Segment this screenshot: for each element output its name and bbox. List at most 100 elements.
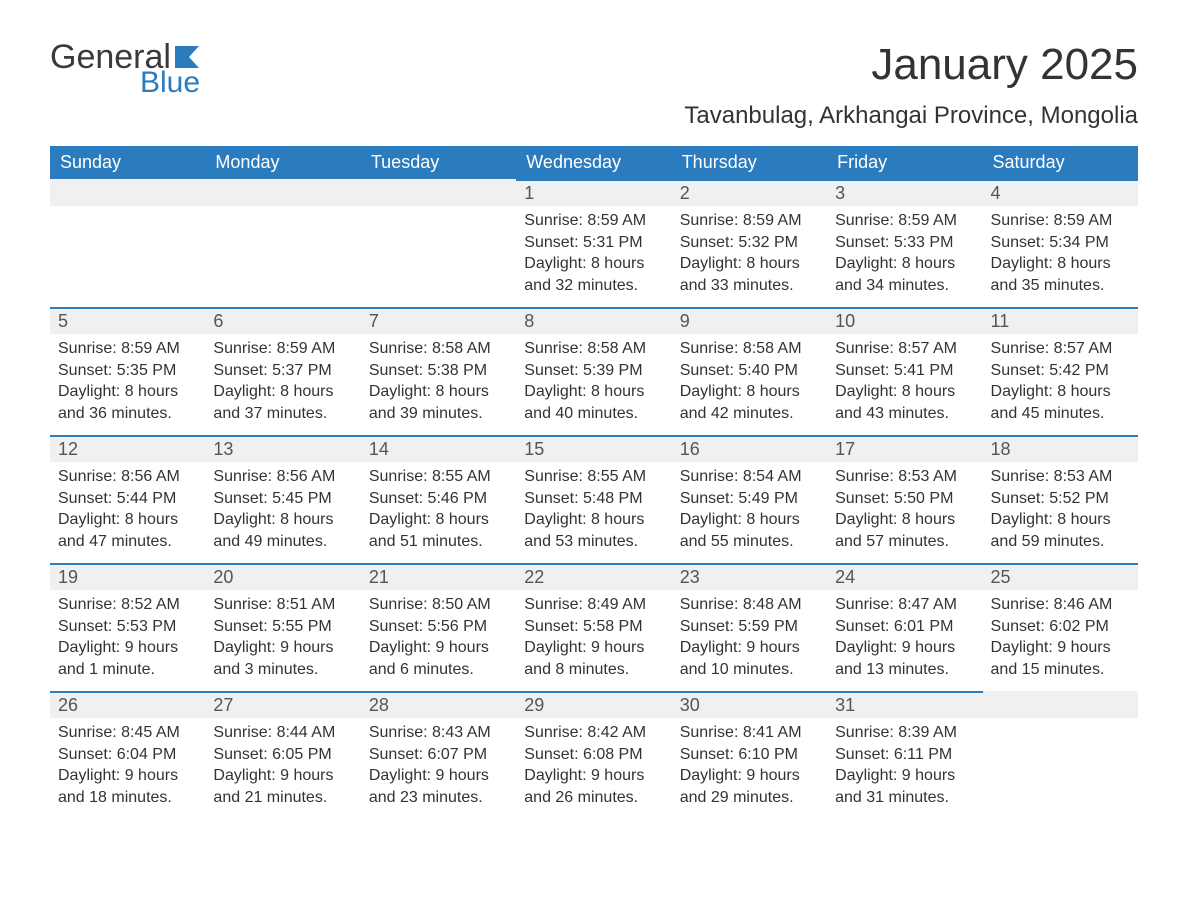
calendar-cell (50, 179, 205, 307)
calendar-cell: 20Sunrise: 8:51 AMSunset: 5:55 PMDayligh… (205, 563, 360, 691)
daylight-line: Daylight: 8 hours and 37 minutes. (213, 381, 352, 424)
sunset-line: Sunset: 5:48 PM (524, 488, 663, 510)
day-details: Sunrise: 8:48 AMSunset: 5:59 PMDaylight:… (672, 590, 827, 688)
sunset-line: Sunset: 5:58 PM (524, 616, 663, 638)
day-number: 13 (205, 435, 360, 462)
day-details: Sunrise: 8:49 AMSunset: 5:58 PMDaylight:… (516, 590, 671, 688)
day-details: Sunrise: 8:57 AMSunset: 5:41 PMDaylight:… (827, 334, 982, 432)
sunrise-line: Sunrise: 8:53 AM (991, 466, 1130, 488)
day-details: Sunrise: 8:55 AMSunset: 5:48 PMDaylight:… (516, 462, 671, 560)
daylight-line: Daylight: 9 hours and 8 minutes. (524, 637, 663, 680)
sunrise-line: Sunrise: 8:59 AM (991, 210, 1130, 232)
day-number: 26 (50, 691, 205, 718)
day-number: 14 (361, 435, 516, 462)
daylight-line: Daylight: 8 hours and 36 minutes. (58, 381, 197, 424)
day-number: 21 (361, 563, 516, 590)
sunset-line: Sunset: 6:11 PM (835, 744, 974, 766)
day-number: 10 (827, 307, 982, 334)
daylight-line: Daylight: 8 hours and 59 minutes. (991, 509, 1130, 552)
day-header: Sunday (50, 146, 205, 179)
calendar-cell (983, 691, 1138, 819)
sunrise-line: Sunrise: 8:57 AM (991, 338, 1130, 360)
daylight-line: Daylight: 9 hours and 15 minutes. (991, 637, 1130, 680)
calendar-cell: 1Sunrise: 8:59 AMSunset: 5:31 PMDaylight… (516, 179, 671, 307)
day-details: Sunrise: 8:56 AMSunset: 5:44 PMDaylight:… (50, 462, 205, 560)
daylight-line: Daylight: 8 hours and 43 minutes. (835, 381, 974, 424)
sunrise-line: Sunrise: 8:59 AM (524, 210, 663, 232)
day-number: 11 (983, 307, 1138, 334)
day-details: Sunrise: 8:59 AMSunset: 5:37 PMDaylight:… (205, 334, 360, 432)
day-number-empty (983, 691, 1138, 718)
calendar-cell: 17Sunrise: 8:53 AMSunset: 5:50 PMDayligh… (827, 435, 982, 563)
day-number: 18 (983, 435, 1138, 462)
day-number: 23 (672, 563, 827, 590)
day-number: 1 (516, 179, 671, 206)
calendar-cell: 23Sunrise: 8:48 AMSunset: 5:59 PMDayligh… (672, 563, 827, 691)
calendar-cell: 24Sunrise: 8:47 AMSunset: 6:01 PMDayligh… (827, 563, 982, 691)
sunset-line: Sunset: 5:31 PM (524, 232, 663, 254)
calendar-cell: 5Sunrise: 8:59 AMSunset: 5:35 PMDaylight… (50, 307, 205, 435)
calendar-cell: 21Sunrise: 8:50 AMSunset: 5:56 PMDayligh… (361, 563, 516, 691)
calendar-cell: 19Sunrise: 8:52 AMSunset: 5:53 PMDayligh… (50, 563, 205, 691)
calendar-week-row: 12Sunrise: 8:56 AMSunset: 5:44 PMDayligh… (50, 435, 1138, 563)
logo-word-blue: Blue (140, 68, 209, 98)
sunset-line: Sunset: 6:01 PM (835, 616, 974, 638)
day-details: Sunrise: 8:54 AMSunset: 5:49 PMDaylight:… (672, 462, 827, 560)
sunrise-line: Sunrise: 8:46 AM (991, 594, 1130, 616)
sunrise-line: Sunrise: 8:49 AM (524, 594, 663, 616)
day-number: 9 (672, 307, 827, 334)
day-number: 7 (361, 307, 516, 334)
calendar-cell: 10Sunrise: 8:57 AMSunset: 5:41 PMDayligh… (827, 307, 982, 435)
daylight-line: Daylight: 8 hours and 40 minutes. (524, 381, 663, 424)
day-number: 17 (827, 435, 982, 462)
daylight-line: Daylight: 8 hours and 42 minutes. (680, 381, 819, 424)
sunrise-line: Sunrise: 8:59 AM (213, 338, 352, 360)
calendar-table: Sunday Monday Tuesday Wednesday Thursday… (50, 146, 1138, 819)
sunset-line: Sunset: 5:50 PM (835, 488, 974, 510)
day-details: Sunrise: 8:53 AMSunset: 5:52 PMDaylight:… (983, 462, 1138, 560)
sunrise-line: Sunrise: 8:51 AM (213, 594, 352, 616)
day-header: Friday (827, 146, 982, 179)
day-number-empty (50, 179, 205, 206)
sunrise-line: Sunrise: 8:58 AM (680, 338, 819, 360)
day-number: 28 (361, 691, 516, 718)
day-number: 27 (205, 691, 360, 718)
daylight-line: Daylight: 9 hours and 23 minutes. (369, 765, 508, 808)
sunrise-line: Sunrise: 8:55 AM (369, 466, 508, 488)
sunset-line: Sunset: 5:32 PM (680, 232, 819, 254)
sunrise-line: Sunrise: 8:48 AM (680, 594, 819, 616)
daylight-line: Daylight: 9 hours and 3 minutes. (213, 637, 352, 680)
sunset-line: Sunset: 6:10 PM (680, 744, 819, 766)
day-details: Sunrise: 8:46 AMSunset: 6:02 PMDaylight:… (983, 590, 1138, 688)
sunrise-line: Sunrise: 8:42 AM (524, 722, 663, 744)
day-number: 12 (50, 435, 205, 462)
sunset-line: Sunset: 5:41 PM (835, 360, 974, 382)
page-subtitle: Tavanbulag, Arkhangai Province, Mongolia (50, 102, 1138, 130)
day-details: Sunrise: 8:55 AMSunset: 5:46 PMDaylight:… (361, 462, 516, 560)
daylight-line: Daylight: 9 hours and 21 minutes. (213, 765, 352, 808)
day-number: 30 (672, 691, 827, 718)
sunset-line: Sunset: 5:53 PM (58, 616, 197, 638)
day-details: Sunrise: 8:39 AMSunset: 6:11 PMDaylight:… (827, 718, 982, 816)
page-title: January 2025 (871, 40, 1138, 90)
daylight-line: Daylight: 9 hours and 10 minutes. (680, 637, 819, 680)
calendar-week-row: 5Sunrise: 8:59 AMSunset: 5:35 PMDaylight… (50, 307, 1138, 435)
calendar-cell: 11Sunrise: 8:57 AMSunset: 5:42 PMDayligh… (983, 307, 1138, 435)
sunset-line: Sunset: 5:37 PM (213, 360, 352, 382)
daylight-line: Daylight: 8 hours and 34 minutes. (835, 253, 974, 296)
day-details: Sunrise: 8:51 AMSunset: 5:55 PMDaylight:… (205, 590, 360, 688)
day-details: Sunrise: 8:52 AMSunset: 5:53 PMDaylight:… (50, 590, 205, 688)
day-number: 20 (205, 563, 360, 590)
calendar-cell: 14Sunrise: 8:55 AMSunset: 5:46 PMDayligh… (361, 435, 516, 563)
daylight-line: Daylight: 8 hours and 49 minutes. (213, 509, 352, 552)
calendar-cell: 2Sunrise: 8:59 AMSunset: 5:32 PMDaylight… (672, 179, 827, 307)
sunrise-line: Sunrise: 8:59 AM (680, 210, 819, 232)
day-number: 8 (516, 307, 671, 334)
sunrise-line: Sunrise: 8:58 AM (524, 338, 663, 360)
day-header: Wednesday (516, 146, 671, 179)
sunrise-line: Sunrise: 8:55 AM (524, 466, 663, 488)
sunrise-line: Sunrise: 8:57 AM (835, 338, 974, 360)
sunset-line: Sunset: 5:46 PM (369, 488, 508, 510)
daylight-line: Daylight: 8 hours and 45 minutes. (991, 381, 1130, 424)
sunset-line: Sunset: 5:49 PM (680, 488, 819, 510)
